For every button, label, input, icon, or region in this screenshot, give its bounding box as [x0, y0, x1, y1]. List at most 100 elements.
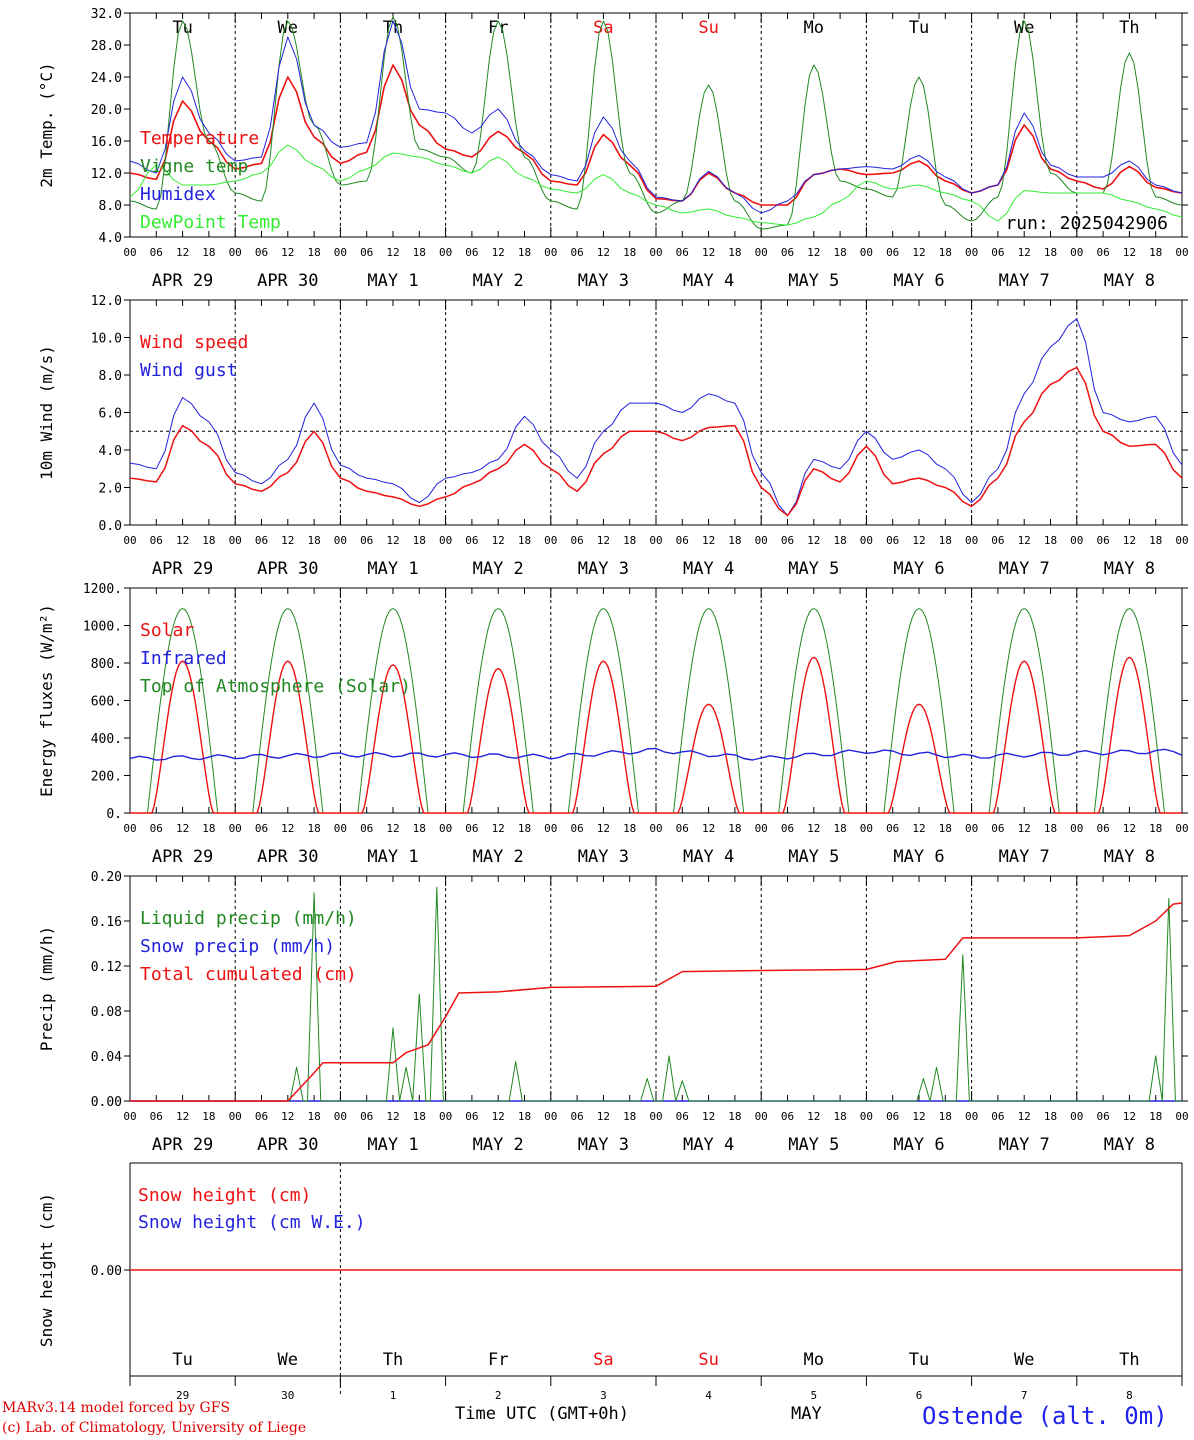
- legend-entry: Humidex: [140, 184, 216, 205]
- hour-label: 06: [570, 534, 583, 547]
- weekday-label: Sa: [593, 1350, 613, 1370]
- hour-label: 18: [623, 822, 636, 835]
- series-line-0: [130, 656, 1182, 814]
- hour-label: 00: [439, 1110, 452, 1123]
- hour-label: 06: [1096, 1110, 1109, 1123]
- hour-label: 12: [176, 822, 189, 835]
- hour-label: 18: [623, 534, 636, 547]
- hour-label: 06: [676, 246, 689, 259]
- date-label: MAY 2: [473, 271, 524, 291]
- series-line-1: [129, 318, 1183, 517]
- hour-label: 00: [123, 534, 136, 547]
- series-line-2: [129, 20, 1183, 214]
- hour-label: 06: [255, 1110, 268, 1123]
- hour-label: 06: [781, 534, 794, 547]
- y-tick-label: 16.0: [91, 135, 122, 150]
- series-line-1: [129, 747, 1183, 761]
- hour-label: 18: [1149, 822, 1162, 835]
- hour-label: 00: [860, 822, 873, 835]
- footer-time-axis: Time UTC (GMT+0h): [455, 1404, 629, 1424]
- hour-label: 00: [439, 534, 452, 547]
- date-label: MAY 4: [683, 271, 734, 291]
- y-tick-label: 0.04: [91, 1050, 122, 1065]
- hour-label: 00: [965, 246, 978, 259]
- hour-label: 12: [386, 246, 399, 259]
- y-tick-label: 2.0: [99, 482, 122, 497]
- hour-label: 06: [1096, 534, 1109, 547]
- day-number-label: 4: [705, 1389, 712, 1402]
- y-tick-label: 0.12: [91, 960, 122, 975]
- y-tick-label: 0.00: [91, 1095, 122, 1110]
- hour-label: 06: [465, 246, 478, 259]
- day-number-label: 6: [916, 1389, 923, 1402]
- hour-label: 18: [1044, 822, 1057, 835]
- panel-1: 00 06 12 18 00 06 12 18 00 06 12 18 00 06 12 18 00 06 12 18…: [37, 294, 1189, 579]
- hour-label: 00: [123, 246, 136, 259]
- hour-label: 00: [229, 534, 242, 547]
- hour-label: 00: [544, 534, 557, 547]
- date-label: MAY 5: [788, 847, 839, 867]
- hour-label: 18: [518, 1110, 531, 1123]
- hour-label: 00: [229, 1110, 242, 1123]
- hour-label: 12: [912, 822, 925, 835]
- hour-label: 00: [860, 1110, 873, 1123]
- hour-label: 06: [781, 246, 794, 259]
- hour-label: 00: [123, 822, 136, 835]
- hour-label: 18: [202, 534, 215, 547]
- panel-3: 00 06 12 18 00 06 12 18 00 06 12 18 00 06 12 18 00 06 12 18…: [37, 870, 1189, 1155]
- legend-entry: Vigne temp: [140, 156, 248, 177]
- hour-label: 18: [728, 822, 741, 835]
- hour-label: 12: [597, 1110, 610, 1123]
- panel-frame: [129, 299, 1183, 526]
- y-tick-label: 600.: [91, 695, 122, 710]
- y-tick-label: 28.0: [91, 39, 122, 54]
- hour-label: 12: [912, 246, 925, 259]
- hour-label: 12: [597, 534, 610, 547]
- hour-label: 00: [755, 246, 768, 259]
- weekday-label: Fr: [488, 1350, 508, 1370]
- hour-label: 12: [702, 534, 715, 547]
- y-tick-label: 4.0: [99, 444, 122, 459]
- hour-label: 06: [1096, 246, 1109, 259]
- hour-label: 18: [518, 246, 531, 259]
- date-label: MAY 8: [1104, 559, 1155, 579]
- hour-label: 06: [360, 246, 373, 259]
- hour-label: 06: [255, 246, 268, 259]
- date-label: MAY 6: [893, 1135, 944, 1155]
- footer-month: MAY: [791, 1404, 822, 1424]
- date-label: APR 29: [152, 1135, 213, 1155]
- run-annotation: run: 2025042906: [1005, 213, 1168, 234]
- date-label: MAY 6: [893, 847, 944, 867]
- hour-label: 12: [176, 246, 189, 259]
- legend-entry: Wind gust: [140, 360, 238, 381]
- y-tick-label: 200.: [91, 770, 122, 785]
- date-label: MAY 8: [1104, 1135, 1155, 1155]
- hour-label: 00: [965, 822, 978, 835]
- hour-label: 06: [781, 1110, 794, 1123]
- hour-label: 00: [1070, 822, 1083, 835]
- date-label: MAY 6: [893, 559, 944, 579]
- date-label: APR 29: [152, 559, 213, 579]
- date-label: APR 29: [152, 271, 213, 291]
- hour-label: 18: [1149, 246, 1162, 259]
- date-label: MAY 3: [578, 271, 629, 291]
- weekday-label: Mo: [804, 18, 824, 38]
- hour-label: 18: [939, 822, 952, 835]
- hour-label: 00: [1175, 1110, 1188, 1123]
- hour-label: 00: [649, 1110, 662, 1123]
- hour-label: 00: [544, 822, 557, 835]
- hour-label: 12: [597, 246, 610, 259]
- hour-label: 18: [833, 246, 846, 259]
- legend-entry: Liquid precip (mm/h): [140, 908, 357, 929]
- hour-label: 00: [1175, 246, 1188, 259]
- weekday-label: Tu: [909, 18, 929, 38]
- hour-label: 18: [728, 534, 741, 547]
- hour-label: 00: [439, 246, 452, 259]
- hour-label: 12: [807, 1110, 820, 1123]
- date-label: MAY 4: [683, 847, 734, 867]
- day-number-label: 3: [600, 1389, 607, 1402]
- hour-label: 06: [1096, 822, 1109, 835]
- legend-entry: Infrared: [140, 648, 227, 669]
- hour-label: 12: [1123, 1110, 1136, 1123]
